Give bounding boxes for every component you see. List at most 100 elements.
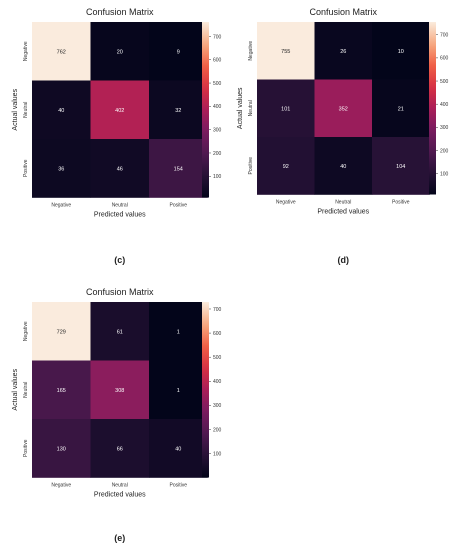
- cell-value-label: 729: [57, 329, 66, 335]
- cell-value-label: 1: [177, 329, 180, 335]
- panel-label: (e): [114, 533, 125, 543]
- heatmap-cell: [149, 22, 208, 81]
- x-tick-label: Positive: [392, 200, 410, 206]
- x-tick-label: Neutral: [335, 200, 351, 206]
- heatmap-cell: [372, 79, 430, 138]
- heatmap-cell: [32, 80, 91, 140]
- x-tick-label: Negative: [276, 200, 296, 206]
- heatmap-cell: [32, 419, 91, 478]
- panel-label: (c): [114, 255, 125, 265]
- heatmap-cell: [32, 22, 91, 81]
- y-tick-label: Positive: [248, 157, 254, 175]
- x-tick-label: Negative: [51, 203, 71, 209]
- cell-value-label: 755: [281, 49, 290, 55]
- cell-value-label: 352: [339, 106, 348, 112]
- y-tick-label: Positive: [23, 159, 29, 177]
- x-tick-label: Positive: [169, 483, 187, 489]
- cell-value-label: 154: [174, 166, 183, 172]
- colorbar-tick-label: 600: [440, 56, 449, 62]
- heatmap-cell: [257, 79, 315, 138]
- chart-title: Confusion Matrix: [86, 7, 154, 17]
- colorbar-tick-label: 200: [213, 427, 222, 433]
- colorbar-tick-label: 100: [440, 171, 449, 177]
- colorbar-tick-label: 600: [213, 58, 222, 64]
- cell-value-label: 26: [340, 49, 346, 55]
- y-tick-label: Neutral: [23, 102, 29, 118]
- cell-value-label: 21: [398, 106, 404, 112]
- heatmap-cell: [149, 360, 208, 420]
- cell-value-label: 762: [57, 49, 66, 55]
- y-tick-label: Negative: [23, 321, 29, 341]
- cell-value-label: 9: [177, 49, 180, 55]
- cell-value-label: 101: [281, 106, 290, 112]
- y-axis-label: Actual values: [237, 87, 244, 129]
- panel-label: (d): [338, 255, 350, 265]
- colorbar-tick-label: 300: [440, 125, 449, 131]
- colorbar: [202, 22, 209, 198]
- cell-value-label: 1: [177, 388, 180, 394]
- heatmap-cell: [257, 137, 315, 195]
- y-tick-label: Positive: [23, 439, 29, 457]
- colorbar: [429, 22, 436, 195]
- heatmap-cell: [149, 80, 208, 140]
- cell-value-label: 402: [115, 108, 124, 114]
- heatmap-cell: [372, 22, 430, 80]
- heatmap-cell: [90, 302, 150, 361]
- heatmap-cell: [314, 22, 373, 80]
- colorbar-tick-label: 300: [213, 403, 222, 409]
- heatmap-cell: [32, 139, 91, 198]
- x-tick-label: Positive: [169, 203, 187, 209]
- heatmap-cell: [372, 137, 430, 195]
- x-tick-label: Neutral: [112, 483, 128, 489]
- colorbar-tick-label: 300: [213, 127, 222, 133]
- y-tick-label: Negative: [248, 41, 254, 61]
- cell-value-label: 40: [340, 164, 346, 170]
- colorbar-tick-label: 700: [440, 33, 449, 39]
- heatmap-cell: [314, 137, 373, 195]
- cell-value-label: 61: [117, 329, 123, 335]
- colorbar-tick-label: 100: [213, 174, 222, 180]
- heatmap-cell: [149, 139, 208, 198]
- colorbar-tick-label: 400: [440, 102, 449, 108]
- colorbar-tick-label: 700: [213, 307, 222, 313]
- colorbar-tick-label: 200: [213, 151, 222, 157]
- cell-value-label: 165: [57, 388, 66, 394]
- cell-value-label: 92: [283, 164, 289, 170]
- heatmap-cell: [314, 79, 373, 138]
- y-tick-label: Neutral: [248, 100, 254, 116]
- colorbar-tick-label: 500: [213, 355, 222, 361]
- cell-value-label: 20: [117, 49, 123, 55]
- colorbar-tick-label: 100: [213, 451, 222, 457]
- y-tick-label: Neutral: [23, 382, 29, 398]
- colorbar-tick-label: 700: [213, 34, 222, 40]
- x-axis-label: Predicted values: [317, 209, 369, 216]
- heatmap-cell: [257, 22, 315, 80]
- colorbar-tick-label: 500: [213, 81, 222, 87]
- y-axis-label: Actual values: [12, 88, 19, 130]
- heatmap-cell: [90, 360, 150, 420]
- colorbar-tick-label: 400: [213, 379, 222, 385]
- x-axis-label: Predicted values: [94, 492, 146, 499]
- cell-value-label: 104: [396, 164, 405, 170]
- cell-value-label: 308: [115, 388, 124, 394]
- x-tick-label: Neutral: [112, 203, 128, 209]
- heatmap-cell: [149, 302, 208, 361]
- cell-value-label: 40: [58, 108, 64, 114]
- cell-value-label: 46: [117, 166, 123, 172]
- cell-value-label: 66: [117, 446, 123, 452]
- chart-title: Confusion Matrix: [309, 7, 377, 17]
- heatmap-cell: [90, 419, 150, 478]
- heatmap-cell: [32, 302, 91, 361]
- chart-title: Confusion Matrix: [86, 287, 154, 297]
- heatmap-cell: [32, 360, 91, 420]
- heatmap-cell: [90, 139, 150, 198]
- cell-value-label: 32: [175, 108, 181, 114]
- x-tick-label: Negative: [51, 483, 71, 489]
- y-tick-label: Negative: [23, 41, 29, 61]
- colorbar: [202, 302, 209, 478]
- colorbar-tick-label: 400: [213, 104, 222, 110]
- heatmap-cell: [149, 419, 208, 478]
- heatmap-cell: [90, 80, 150, 140]
- colorbar-tick-label: 200: [440, 148, 449, 154]
